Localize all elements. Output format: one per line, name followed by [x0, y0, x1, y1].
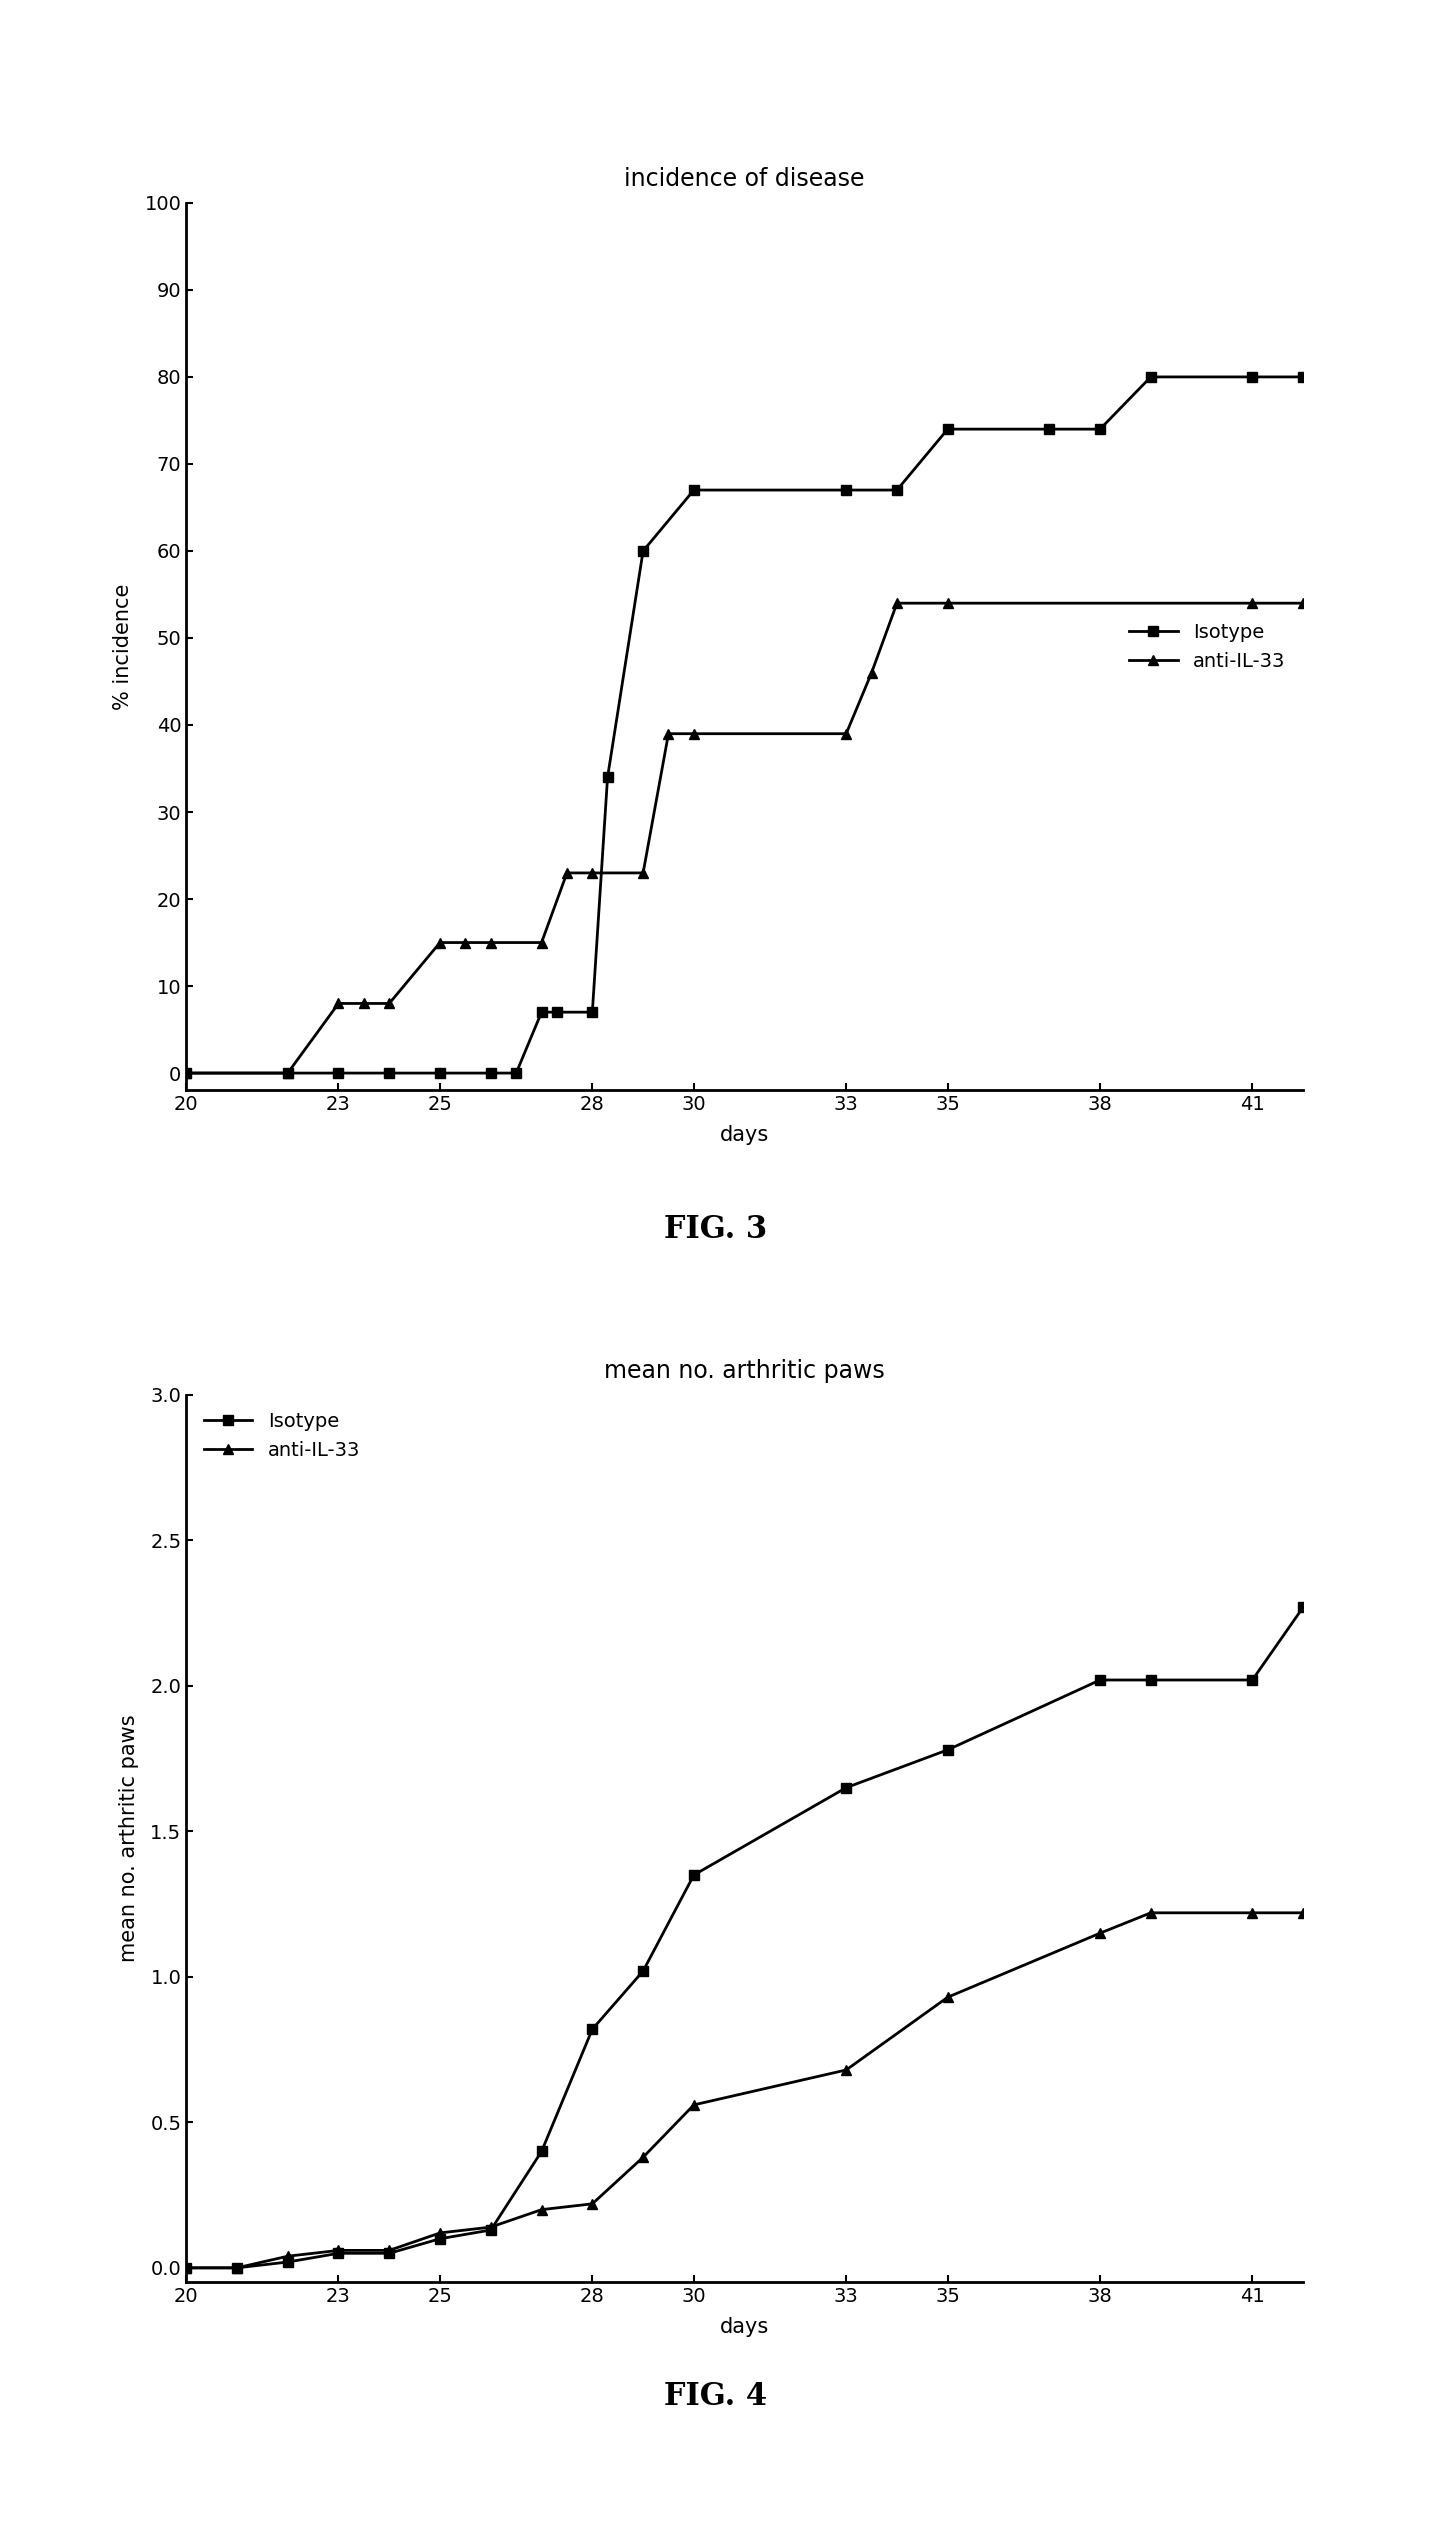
anti-IL-33 — [660, 718, 677, 748]
Isotype — [1143, 363, 1160, 393]
Isotype — [1244, 1664, 1262, 1694]
Isotype — [381, 1058, 398, 1088]
anti-IL-33 — [483, 2211, 500, 2242]
Isotype — [838, 474, 855, 505]
anti-IL-33 — [279, 2242, 296, 2272]
Isotype — [178, 1058, 195, 1088]
Isotype — [1091, 413, 1108, 444]
Isotype — [279, 2247, 296, 2277]
Isotype — [599, 761, 616, 791]
X-axis label: days: days — [720, 1126, 769, 1146]
Isotype — [329, 2239, 347, 2270]
anti-IL-33 — [533, 2194, 550, 2224]
Y-axis label: mean no. arthritic paws: mean no. arthritic paws — [119, 1714, 139, 1963]
Isotype — [507, 1058, 524, 1088]
anti-IL-33 — [686, 2090, 703, 2120]
Isotype — [634, 1955, 652, 1986]
anti-IL-33 — [1295, 1897, 1312, 1927]
anti-IL-33 — [483, 928, 500, 959]
Isotype — [1041, 413, 1058, 444]
Isotype — [548, 997, 566, 1027]
anti-IL-33 — [634, 857, 652, 888]
Isotype — [1244, 363, 1262, 393]
anti-IL-33 — [1143, 1897, 1160, 1927]
Isotype — [1091, 1664, 1108, 1694]
Line: Isotype: Isotype — [182, 1603, 1307, 2272]
Isotype — [686, 474, 703, 505]
Isotype — [686, 1859, 703, 1889]
anti-IL-33 — [178, 2252, 195, 2282]
Isotype — [483, 1058, 500, 1088]
Isotype — [634, 535, 652, 566]
Isotype — [329, 1058, 347, 1088]
Title: incidence of disease: incidence of disease — [624, 167, 865, 190]
Title: mean no. arthritic paws: mean no. arthritic paws — [604, 1359, 885, 1382]
Isotype — [584, 997, 601, 1027]
anti-IL-33 — [381, 989, 398, 1019]
anti-IL-33 — [558, 857, 576, 888]
anti-IL-33 — [1244, 1897, 1262, 1927]
Isotype — [178, 2252, 195, 2282]
anti-IL-33 — [533, 928, 550, 959]
Isotype — [1295, 1593, 1312, 1623]
anti-IL-33 — [457, 928, 474, 959]
Line: Isotype: Isotype — [182, 373, 1307, 1078]
Legend: Isotype, anti-IL-33: Isotype, anti-IL-33 — [1121, 616, 1293, 677]
anti-IL-33 — [1244, 588, 1262, 619]
Isotype — [431, 1058, 448, 1088]
Isotype — [533, 997, 550, 1027]
anti-IL-33 — [686, 718, 703, 748]
Line: anti-IL-33: anti-IL-33 — [182, 1907, 1307, 2272]
anti-IL-33 — [939, 588, 957, 619]
Text: FIG. 3: FIG. 3 — [664, 1215, 768, 1245]
anti-IL-33 — [838, 718, 855, 748]
Isotype — [888, 474, 905, 505]
anti-IL-33 — [329, 989, 347, 1019]
Isotype — [939, 1735, 957, 1765]
anti-IL-33 — [1091, 1917, 1108, 1948]
anti-IL-33 — [863, 657, 881, 687]
Legend: Isotype, anti-IL-33: Isotype, anti-IL-33 — [196, 1405, 368, 1468]
anti-IL-33 — [1295, 588, 1312, 619]
anti-IL-33 — [228, 2252, 245, 2282]
X-axis label: days: days — [720, 2318, 769, 2338]
Isotype — [838, 1773, 855, 1803]
anti-IL-33 — [939, 1983, 957, 2014]
Isotype — [1295, 363, 1312, 393]
anti-IL-33 — [584, 2189, 601, 2219]
Isotype — [228, 2252, 245, 2282]
anti-IL-33 — [381, 2234, 398, 2265]
Isotype — [431, 2224, 448, 2255]
Isotype — [584, 2014, 601, 2044]
anti-IL-33 — [431, 2216, 448, 2247]
Isotype — [279, 1058, 296, 1088]
anti-IL-33 — [634, 2143, 652, 2173]
Isotype — [483, 2214, 500, 2244]
anti-IL-33 — [584, 857, 601, 888]
anti-IL-33 — [329, 2234, 347, 2265]
Isotype — [533, 2135, 550, 2166]
anti-IL-33 — [888, 588, 905, 619]
Isotype — [939, 413, 957, 444]
anti-IL-33 — [178, 1058, 195, 1088]
anti-IL-33 — [355, 989, 372, 1019]
Isotype — [381, 2239, 398, 2270]
Line: anti-IL-33: anti-IL-33 — [182, 598, 1307, 1078]
Isotype — [1143, 1664, 1160, 1694]
Y-axis label: % incidence: % incidence — [113, 583, 133, 710]
anti-IL-33 — [838, 2054, 855, 2085]
anti-IL-33 — [431, 928, 448, 959]
anti-IL-33 — [279, 1058, 296, 1088]
Text: FIG. 4: FIG. 4 — [664, 2381, 768, 2412]
